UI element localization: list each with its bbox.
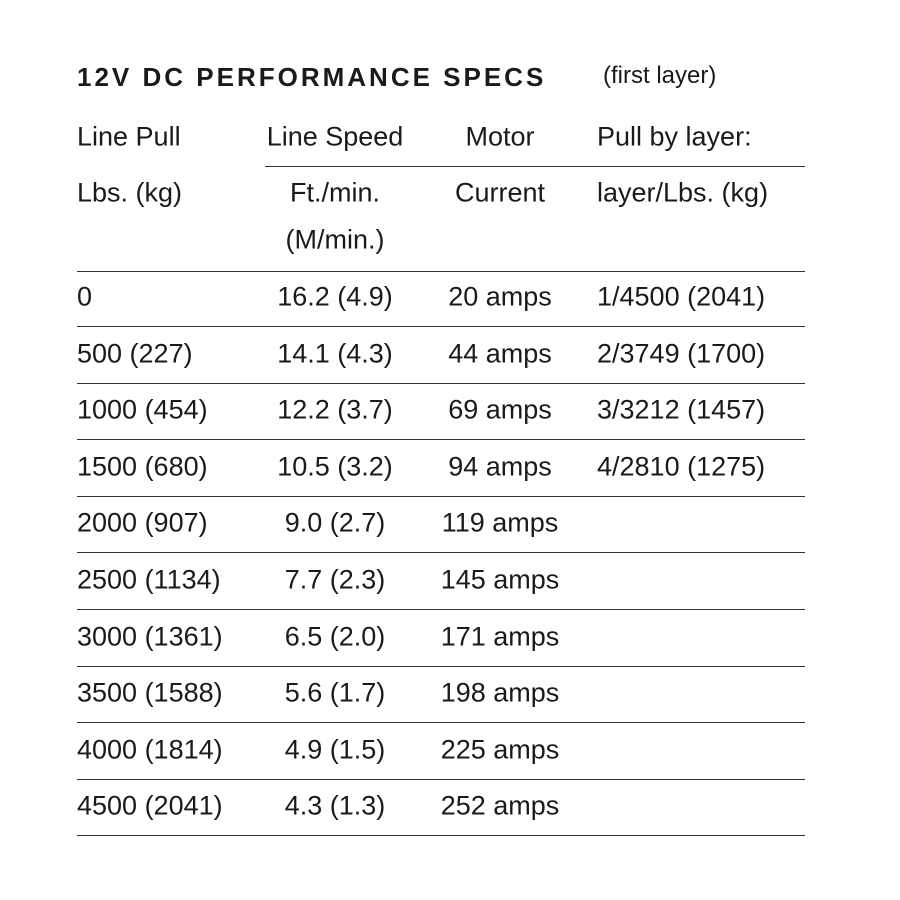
table-cell: 12.2 (3.7) — [277, 394, 393, 425]
table-cell: 198 amps — [440, 677, 560, 708]
header-cell: Line Pull — [77, 121, 181, 152]
table-cell: 2500 (1134) — [77, 564, 221, 595]
title: 12V DC PERFORMANCE SPECS — [77, 62, 547, 92]
table-cell: 0 — [77, 281, 93, 312]
table-cell: 225 amps — [440, 734, 560, 765]
table-cell: 119 amps — [441, 507, 559, 538]
table-cell: 2000 (907) — [77, 507, 208, 538]
table-cell: 4.9 (1.5) — [284, 734, 386, 765]
table-cell: 4/2810 (1275) — [597, 451, 766, 482]
table-cell: 10.5 (3.2) — [277, 451, 393, 482]
header-cell: Motor — [465, 121, 535, 152]
table-cell: 16.2 (4.9) — [277, 281, 393, 312]
table-cell: 20 amps — [448, 281, 552, 312]
table-cell: 14.1 (4.3) — [277, 338, 393, 369]
table-cell: 2/3749 (1700) — [597, 338, 766, 369]
table-cell: 145 amps — [440, 564, 560, 595]
rule — [77, 665, 805, 667]
table-cell: 6.5 (2.0) — [284, 621, 386, 652]
table-cell: 7.7 (2.3) — [284, 564, 386, 595]
table-cell: 3500 (1588) — [77, 677, 223, 708]
header-cell: Pull by layer: — [597, 121, 752, 152]
rule — [77, 552, 805, 554]
table-cell: 94 amps — [448, 451, 552, 482]
header-cell: Line Speed — [266, 121, 404, 152]
table-cell: 5.6 (1.7) — [284, 677, 386, 708]
table-cell: 4.3 (1.3) — [284, 790, 386, 821]
rule — [265, 166, 805, 167]
rule — [77, 609, 805, 610]
table-cell: 252 amps — [440, 790, 560, 821]
subtitle: (first layer) — [603, 62, 717, 89]
rule — [77, 778, 805, 780]
table-cell: 9.0 (2.7) — [284, 507, 386, 538]
table-cell: 171 amps — [440, 621, 560, 652]
table-cell: 3000 (1361) — [77, 621, 223, 652]
header-cell: layer/Lbs. (kg) — [597, 177, 769, 208]
table-cell: 1/4500 (2041) — [597, 281, 766, 312]
rule — [77, 495, 805, 497]
rule — [77, 382, 805, 384]
header-cell: (M/min.) — [285, 224, 385, 255]
table-cell: 1500 (680) — [77, 451, 208, 482]
rule — [77, 835, 805, 837]
header-cell: Ft./min. — [289, 177, 381, 208]
table-cell: 3/3212 (1457) — [597, 394, 766, 425]
rule — [77, 326, 805, 327]
header-cell: Current — [454, 177, 546, 208]
rule — [77, 439, 805, 441]
table-cell: 500 (227) — [77, 338, 193, 369]
table-cell: 4500 (2041) — [77, 790, 223, 821]
table-cell: 44 amps — [448, 338, 552, 369]
table-cell: 1000 (454) — [77, 394, 208, 425]
rule — [77, 722, 805, 724]
table-cell: 4000 (1814) — [77, 734, 223, 765]
rule — [77, 271, 805, 272]
table-cell: 69 amps — [448, 394, 552, 425]
header-cell: Lbs. (kg) — [77, 177, 183, 208]
